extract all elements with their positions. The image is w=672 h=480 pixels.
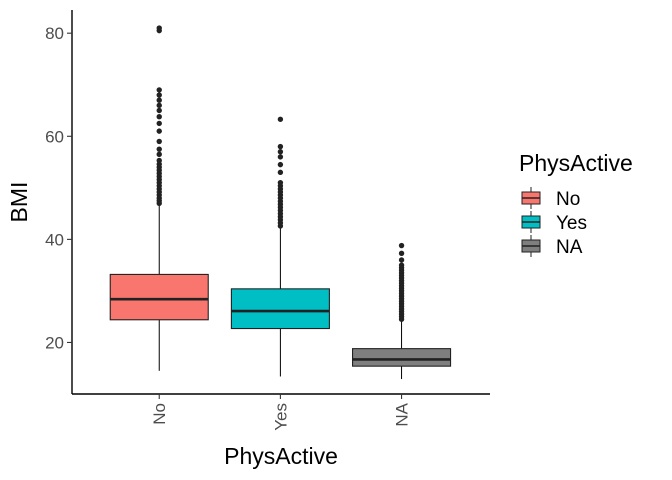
outlier-point xyxy=(156,107,162,114)
legend-item-yes: Yes xyxy=(521,211,587,234)
outlier-point xyxy=(156,97,162,103)
legend-title: PhysActive xyxy=(519,150,633,176)
outlier-point xyxy=(156,128,162,134)
y-tick-label: 40 xyxy=(45,230,64,249)
outlier-point xyxy=(277,116,284,122)
y-tick-label: 20 xyxy=(45,333,64,352)
outlier-point xyxy=(156,146,162,152)
legend-item-no: No xyxy=(521,187,580,210)
box-group-no xyxy=(109,25,209,371)
outlier-point xyxy=(398,262,405,268)
legend-item-na: NA xyxy=(521,235,583,258)
legend-label: NA xyxy=(556,237,583,258)
y-tick-label: 80 xyxy=(45,24,64,43)
outlier-point xyxy=(156,138,162,145)
x-tick-label: NA xyxy=(393,402,412,426)
outlier-point xyxy=(156,87,162,93)
x-tick-label: No xyxy=(150,403,169,425)
box-group-yes xyxy=(230,116,330,377)
y-axis-title: BMI xyxy=(6,182,32,223)
box-group-na xyxy=(352,242,452,380)
x-tick-label: Yes xyxy=(271,403,290,431)
outlier-point xyxy=(277,143,284,150)
outlier-point xyxy=(398,250,405,256)
outlier-point xyxy=(156,25,162,31)
outlier-point xyxy=(156,92,162,98)
outlier-point xyxy=(398,242,405,249)
outlier-point xyxy=(156,157,162,164)
outlier-point xyxy=(277,154,284,160)
legend-label: Yes xyxy=(556,213,587,234)
legend-label: No xyxy=(556,189,580,210)
box-no xyxy=(109,273,209,321)
outlier-point xyxy=(156,120,162,127)
outlier-point xyxy=(156,151,162,158)
outlier-point xyxy=(277,169,284,176)
outlier-point xyxy=(398,257,405,263)
outlier-point xyxy=(277,149,284,155)
legend: PhysActive No Yes NA xyxy=(519,150,633,258)
outlier-point xyxy=(277,179,284,186)
box-na xyxy=(352,348,452,367)
outlier-point xyxy=(156,102,162,109)
box-yes xyxy=(230,288,330,330)
outlier-point xyxy=(156,113,162,120)
outlier-point xyxy=(277,161,284,168)
y-tick-label: 60 xyxy=(45,127,64,146)
x-axis-title: PhysActive xyxy=(224,443,338,469)
